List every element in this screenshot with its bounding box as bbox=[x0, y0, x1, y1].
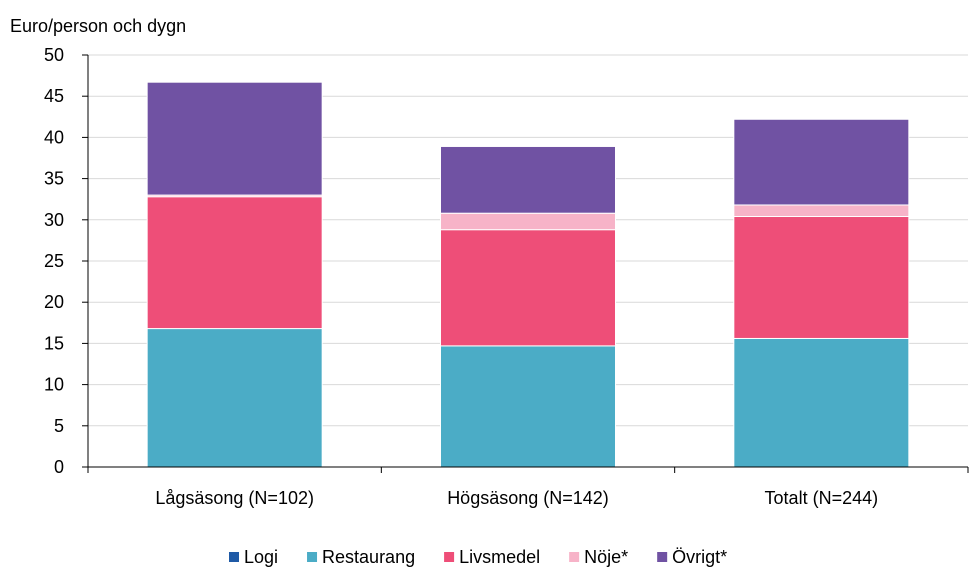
bar-segment-vrigt bbox=[146, 81, 323, 196]
bar-segment-vrigt bbox=[440, 145, 616, 214]
y-tick-label: 35 bbox=[44, 169, 64, 189]
bar-segment-restaurang bbox=[440, 345, 616, 468]
y-tick-label: 10 bbox=[44, 375, 64, 395]
x-axis-tick-marks bbox=[87, 467, 969, 473]
y-axis-ticks: 0 5 10 15 20 25 30 35 40 45 50 bbox=[44, 45, 89, 477]
y-tick-label: 15 bbox=[44, 333, 64, 353]
y-tick-label: 0 bbox=[54, 457, 64, 477]
category-label: Högsäsong (N=142) bbox=[447, 488, 609, 508]
bar-segment-restaurang bbox=[733, 337, 910, 468]
legend-label: Övrigt* bbox=[672, 547, 727, 567]
bar-segment-vrigt bbox=[733, 118, 910, 206]
y-axis-label: Euro/person och dygn bbox=[10, 16, 186, 36]
legend-swatch bbox=[444, 552, 455, 562]
bar-segment-restaurang bbox=[146, 328, 323, 468]
legend-swatch bbox=[229, 552, 239, 562]
legend-swatch bbox=[569, 552, 580, 562]
y-tick-label: 5 bbox=[54, 416, 64, 436]
bar-segment-nje bbox=[440, 212, 616, 231]
legend-label: Restaurang bbox=[322, 547, 415, 567]
legend-label: Livsmedel bbox=[459, 547, 540, 567]
bar-segment-livsmedel bbox=[146, 196, 323, 330]
y-tick-label: 25 bbox=[44, 251, 64, 271]
category-labels: Lågsäsong (N=102) Högsäsong (N=142) Totalt… bbox=[155, 488, 878, 508]
bar-segment-livsmedel bbox=[440, 229, 616, 347]
legend-label: Logi bbox=[244, 547, 278, 567]
bars bbox=[146, 81, 910, 468]
bar-segment-livsmedel bbox=[733, 216, 910, 339]
y-tick-label: 40 bbox=[44, 127, 64, 147]
y-tick-label: 50 bbox=[44, 45, 64, 65]
legend-swatch bbox=[307, 552, 318, 562]
y-tick-label: 20 bbox=[44, 292, 64, 312]
category-label: Totalt (N=244) bbox=[765, 488, 879, 508]
legend: Logi Restaurang Livsmedel Nöje* Övrigt* bbox=[229, 547, 727, 567]
category-label: Lågsäsong (N=102) bbox=[155, 488, 314, 508]
legend-label: Nöje* bbox=[584, 547, 628, 567]
legend-swatch bbox=[657, 552, 668, 562]
bar-segment-nje bbox=[733, 204, 910, 218]
y-tick-label: 30 bbox=[44, 210, 64, 230]
y-tick-label: 45 bbox=[44, 86, 64, 106]
